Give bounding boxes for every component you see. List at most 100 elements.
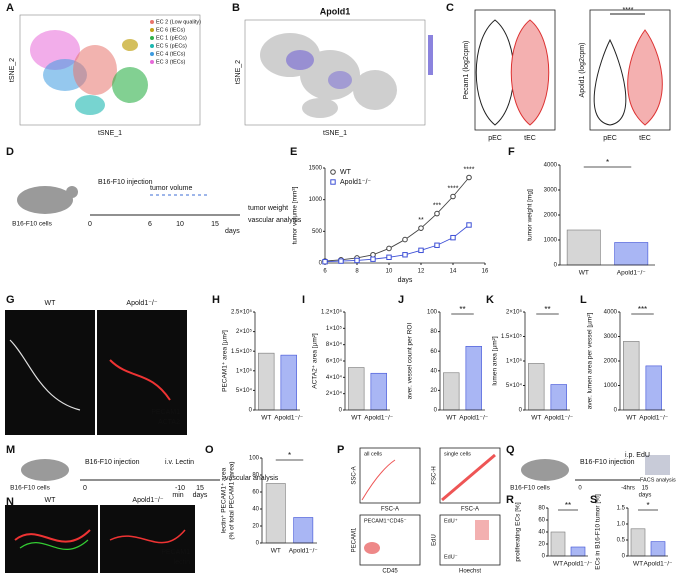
bar: [443, 372, 460, 411]
x-tick-label: Apold1⁻/⁻: [617, 270, 646, 277]
label: PECAM1⁺CD45⁻: [364, 517, 407, 524]
label: PECAM1: [161, 549, 190, 556]
y-tick-label: 80: [538, 506, 545, 512]
y-tick-label: 0: [339, 408, 343, 414]
bar: [550, 384, 567, 411]
group-label: tEC: [639, 135, 651, 142]
x-tick-label: WT: [553, 561, 563, 568]
marker: [466, 222, 472, 228]
y-tick-label: 100: [427, 310, 438, 316]
significance: *: [646, 501, 649, 510]
y-tick-label: 1×10⁵: [236, 367, 253, 374]
x-tick-label: Apold1⁻/⁻: [564, 561, 593, 568]
label: FSC-A: [461, 507, 479, 513]
bar: [645, 365, 662, 411]
y-axis-label: ACTA2⁺ area [µm²]: [312, 333, 319, 389]
legend-label: Apold1⁻/⁻: [340, 179, 371, 186]
bar: [528, 363, 545, 411]
y-tick-label: 0: [249, 408, 253, 414]
legend-swatch: [150, 20, 154, 24]
legend-label: EC 6 (lECs): [156, 27, 185, 33]
bar: [630, 528, 646, 557]
marker: [418, 247, 424, 254]
y-tick-label: 5×10⁴: [506, 382, 523, 389]
y-axis-label: ECs in B16-F10 tumor [%]: [595, 494, 602, 570]
label: WT: [45, 300, 57, 307]
y-tick-label: 5×10⁴: [236, 387, 253, 394]
marker: [370, 256, 376, 262]
y-tick-label: 6×10⁴: [326, 358, 343, 365]
y-tick-label: 1000: [544, 238, 558, 244]
label: Apold1⁻/⁻: [126, 300, 157, 307]
marker: [386, 254, 392, 261]
y-tick-label: 2.5×10⁵: [231, 309, 253, 316]
panel-letter: L: [580, 294, 587, 306]
marker: [370, 251, 376, 258]
legend-swatch: [150, 60, 154, 64]
y-tick-label: 60: [252, 490, 259, 496]
y-tick-label: 2×10⁵: [506, 309, 523, 316]
panel-letter: D: [6, 146, 14, 158]
legend-marker: [330, 179, 336, 185]
bar: [293, 517, 314, 544]
tick-label: 0: [88, 221, 92, 228]
marker: [402, 252, 408, 258]
legend-label: WT: [340, 169, 352, 176]
label: FACS analysis: [640, 477, 676, 483]
tick-label: 0: [83, 485, 87, 492]
label: single cells: [444, 451, 471, 457]
label: lectin: [174, 559, 190, 566]
y-tick-label: 20: [538, 542, 545, 548]
marker: [418, 225, 424, 231]
marker: [434, 210, 440, 217]
group-label: pEC: [488, 135, 502, 142]
marker: [402, 236, 408, 243]
y-tick-label: 1.5: [617, 506, 626, 512]
significance: ***: [638, 305, 647, 314]
axis-label: tSNE_2: [9, 58, 16, 82]
x-tick-label: 6: [323, 269, 327, 275]
y-tick-label: 1000: [604, 383, 618, 389]
group-label: pEC: [603, 135, 617, 142]
y-tick-label: 40: [252, 507, 259, 513]
panel-letter: C: [446, 2, 454, 14]
significance: **: [544, 305, 550, 314]
legend-swatch: [150, 44, 154, 48]
panel-letter: S: [590, 494, 597, 506]
marker: [466, 174, 472, 181]
y-tick-label: 0: [319, 261, 323, 267]
y-axis-label: lumen area [µm²]: [492, 336, 499, 385]
y-tick-label: 1.0: [617, 522, 626, 528]
marker: [322, 259, 328, 265]
x-tick-label: 12: [418, 269, 425, 275]
y-tick-label: 80: [252, 473, 259, 479]
panel-letter: B: [232, 2, 240, 14]
x-tick-label: Apold1⁻/⁻: [639, 415, 668, 422]
y-tick-label: 4×10⁴: [326, 374, 343, 381]
label: Apold1⁻/⁻: [132, 497, 163, 504]
y-tick-label: 3000: [604, 334, 618, 340]
label: FSC-H: [432, 466, 438, 484]
tick-label: -4hrs: [621, 486, 635, 492]
label: EdU⁺: [444, 517, 458, 524]
x-tick-label: Apold1⁻/⁻: [274, 415, 303, 422]
x-tick-label: Apold1⁻/⁻: [544, 415, 573, 422]
label: tumor weight: [248, 205, 288, 212]
significance: ****: [623, 7, 634, 14]
x-tick-label: Apold1⁻/⁻: [289, 548, 318, 555]
decor: [5, 9, 671, 573]
panel-letter: Q: [506, 444, 515, 456]
x-tick-label: WT: [271, 548, 281, 555]
bar: [614, 242, 649, 266]
marker: [450, 193, 456, 200]
legend-label: EC 4 (tECs): [156, 51, 186, 57]
y-tick-label: 80: [430, 329, 437, 335]
panel-letter: F: [508, 146, 515, 158]
y-tick-label: 100: [249, 456, 260, 462]
x-tick-label: WT: [633, 561, 643, 568]
bar: [280, 354, 297, 411]
bar: [566, 229, 601, 266]
y-tick-label: 0: [256, 541, 260, 547]
y-axis-label: (% of total PECAM1⁺ area): [229, 461, 236, 539]
